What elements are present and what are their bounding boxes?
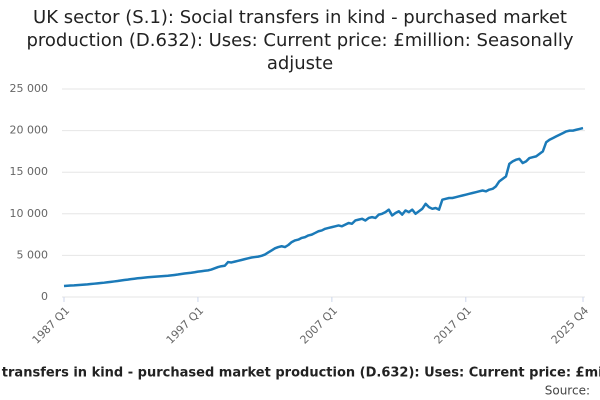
y-tick-label: 0 [41, 290, 48, 303]
x-tick-label: 2025 Q4 [549, 304, 592, 347]
data-line [63, 126, 584, 288]
chart-title: UK sector (S.1): Social transfers in kin… [26, 7, 574, 74]
x-tick-label: 2007 Q1 [298, 304, 341, 347]
footer-title: al transfers in kind - purchased market … [0, 366, 600, 381]
y-tick-label: 25 000 [10, 82, 49, 95]
x-tick-label: 2017 Q1 [432, 304, 475, 347]
x-tick-label: 1987 Q1 [30, 304, 73, 347]
y-tick-label: 20 000 [10, 124, 49, 137]
y-tick-label: 10 000 [10, 207, 49, 220]
source: Source: [545, 384, 590, 398]
x-tick-label: 1997 Q1 [164, 304, 207, 347]
y-tick-label: 15 000 [10, 165, 49, 178]
y-tick-label: 5 000 [17, 248, 49, 261]
